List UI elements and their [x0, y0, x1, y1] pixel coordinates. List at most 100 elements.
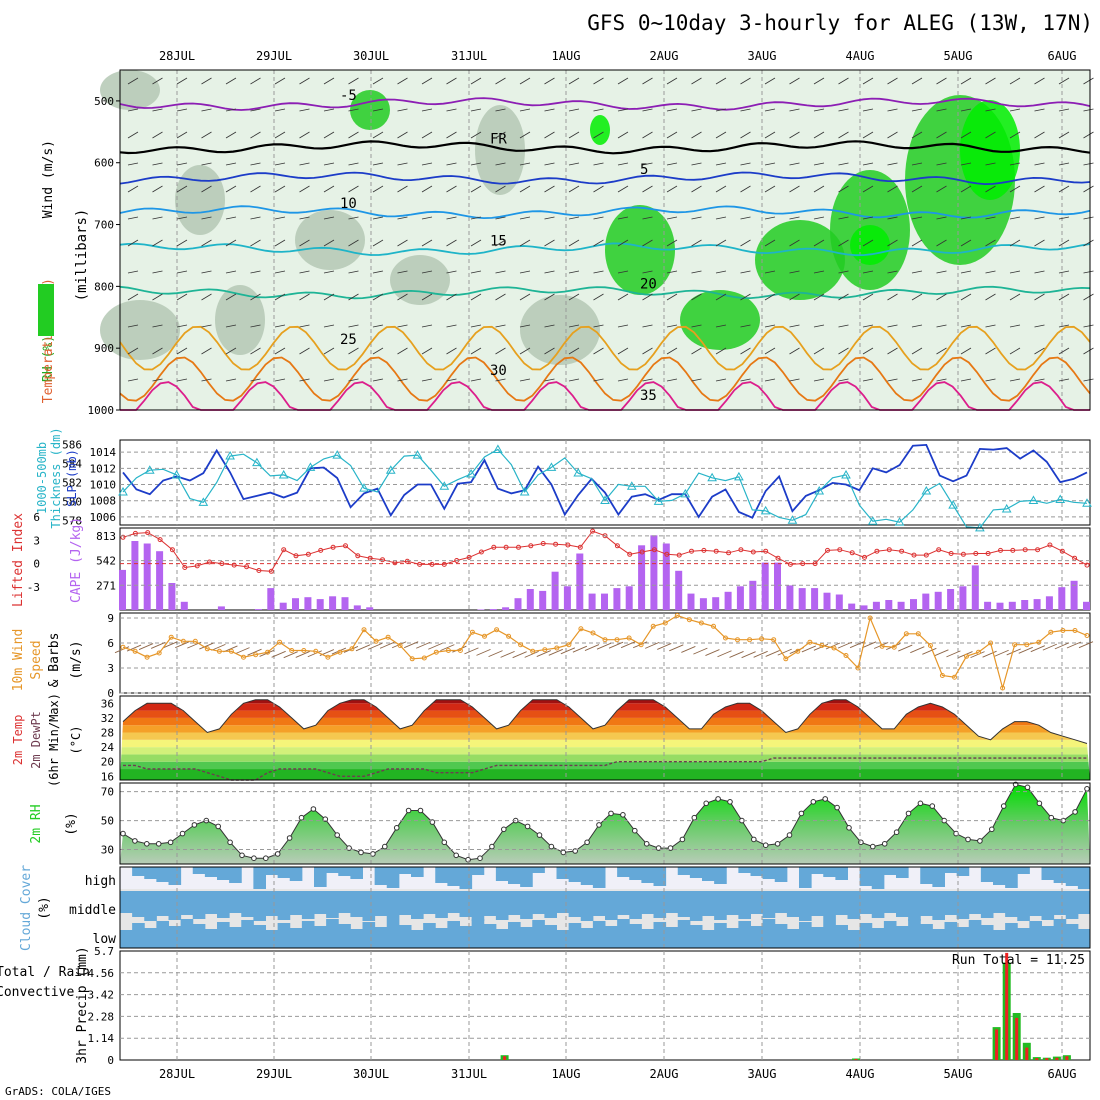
wind-barb — [862, 239, 874, 247]
lifted-index-marker — [787, 561, 793, 567]
wind-barb — [299, 347, 310, 355]
lifted-index-marker — [899, 548, 905, 554]
lifted-index-marker — [948, 551, 954, 556]
wind-barb-10m — [1042, 643, 1058, 651]
wind-barb — [1009, 239, 1021, 247]
wind-barb — [764, 216, 776, 220]
lifted-index-marker — [194, 563, 200, 569]
wind-barb — [495, 347, 506, 355]
wind-barb — [642, 293, 653, 301]
wind-barb — [348, 162, 359, 166]
wind-barb — [666, 185, 678, 193]
wind-barb — [862, 378, 874, 382]
wind-speed-marker — [156, 650, 162, 656]
cloud-mid-cell — [229, 891, 242, 913]
wind-barb — [1009, 108, 1021, 112]
wind-barb-10m — [681, 646, 696, 653]
cloud-high-cell — [350, 867, 363, 879]
thickness-tick-label: 580 — [62, 495, 82, 508]
wind-speed-marker — [433, 649, 439, 655]
wind-barb-10m — [620, 641, 636, 649]
cloud-mid-cell — [120, 891, 133, 913]
cloud-high-cell — [629, 867, 642, 880]
wind-speed-marker — [168, 634, 174, 640]
cloud-high-cell — [1017, 867, 1030, 874]
wind-barb — [397, 131, 408, 139]
wind-barb — [176, 77, 188, 85]
wind-barb — [348, 108, 359, 112]
cloud-mid-cell — [338, 891, 351, 913]
cloud-high-cell — [508, 867, 521, 884]
wind-barb — [960, 162, 972, 166]
thickness-marker — [198, 497, 209, 506]
rh-marker — [608, 810, 614, 817]
cloud-low-cell — [532, 920, 545, 948]
rh-area — [590, 115, 610, 145]
axis-label: SLP (mb) — [65, 449, 79, 507]
wind-barb — [544, 185, 555, 193]
pressure-tick-label: 900 — [94, 342, 114, 355]
wind-barb — [470, 77, 482, 85]
cape-bar — [217, 606, 225, 610]
cape-bar — [168, 583, 176, 610]
cloud-mid-cell — [1005, 891, 1018, 917]
lifted-index-marker — [738, 547, 744, 553]
cloud-mid-cell — [423, 891, 436, 914]
wind-barb — [985, 131, 996, 139]
wind-barb — [1009, 324, 1021, 328]
wind-barb — [274, 162, 286, 166]
wind-barb — [201, 77, 212, 85]
cloud-low-cell — [411, 930, 424, 948]
cloud-low-cell — [374, 927, 388, 948]
rh-marker — [1000, 803, 1007, 809]
lifted-index-marker — [182, 565, 188, 570]
cloud-mid-cell — [204, 891, 218, 914]
wind-barb — [764, 77, 776, 85]
wind-barb — [813, 324, 825, 328]
wind-barb — [960, 378, 972, 382]
wind-barb — [544, 108, 555, 112]
wind-speed-marker — [698, 620, 704, 626]
wind-barb — [568, 270, 580, 274]
wind-barb — [715, 378, 727, 382]
precip-tick-label: 1.14 — [88, 1032, 115, 1045]
cape-bar — [687, 593, 695, 610]
cape-bar — [860, 605, 868, 610]
rh-marker — [905, 810, 912, 817]
wind-barb — [421, 378, 433, 382]
cloud-mid-cell — [253, 891, 266, 921]
lifted-index-marker — [639, 549, 645, 555]
wind-barb — [887, 270, 898, 274]
cloud-high-cell — [1077, 867, 1091, 889]
wind-tick-label: 6 — [107, 637, 114, 650]
cloud-low-cell — [301, 921, 315, 948]
wind-barb — [446, 77, 457, 85]
cloud-low-cell — [508, 922, 521, 948]
thickness-marker — [118, 486, 128, 496]
axis-label: (%) — [37, 896, 52, 919]
cloud-mid-cell — [726, 891, 739, 915]
rh-marker — [751, 836, 757, 843]
wind-barb — [960, 131, 972, 139]
wind-barb — [544, 378, 555, 382]
wind-barb — [593, 216, 604, 220]
wind-barb — [740, 293, 751, 301]
cloud-low-cell — [993, 930, 1006, 948]
thickness-marker — [385, 465, 396, 474]
wind-speed-marker — [964, 653, 969, 659]
thickness-marker — [921, 485, 932, 495]
cape-bar — [934, 591, 942, 610]
wind-barb — [176, 347, 188, 355]
wind-barb — [274, 324, 286, 328]
wind-barb — [323, 347, 335, 355]
cloud-low-cell — [423, 923, 436, 948]
wind-barb — [862, 270, 874, 274]
slp-frame — [119, 439, 1091, 526]
temperature-contour-label: 10 — [340, 196, 357, 212]
wind-barb — [323, 108, 335, 112]
wind-barb — [1058, 216, 1070, 220]
wind-barb — [421, 270, 433, 274]
lifted-index-marker — [491, 544, 497, 550]
wind-barb — [1058, 378, 1070, 382]
wind-barb — [201, 185, 212, 193]
